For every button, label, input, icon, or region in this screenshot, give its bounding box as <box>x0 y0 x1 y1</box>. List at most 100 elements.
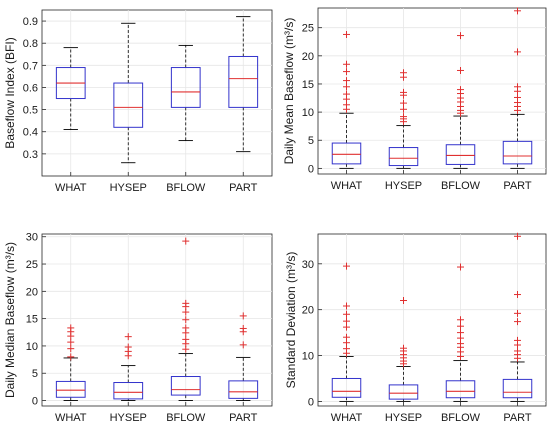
iqr-box <box>55 380 86 398</box>
outlier-marker <box>343 323 350 331</box>
box-hysep <box>113 333 144 401</box>
y-axis-ticks: 0 10 20 30 <box>302 259 322 408</box>
y-tick-label: 0 <box>308 163 314 175</box>
outlier-marker <box>239 312 247 320</box>
y-axis-ticks: 0.3 0.4 0.5 0.6 0.7 0.8 0.9 <box>23 16 46 161</box>
boxplots <box>55 237 259 401</box>
plot-area <box>317 7 547 175</box>
box-what <box>55 324 86 401</box>
panel-standard-deviation: 0 10 20 30 WHAT HYSEP BFLOW PART Standard Devi… <box>284 232 547 424</box>
y-tick-label: 30 <box>302 259 314 271</box>
iqr-box <box>445 144 476 165</box>
x-tick-label: BFLOW <box>166 412 206 424</box>
y-tick-label: 0.8 <box>23 38 38 50</box>
outlier-marker <box>457 329 464 337</box>
outlier-marker <box>67 324 75 332</box>
y-tick-label: 0.3 <box>23 149 38 161</box>
x-tick-label: PART <box>229 182 258 194</box>
iqr-box <box>388 384 419 400</box>
outlier-marker <box>343 262 350 270</box>
outlier-marker <box>67 338 75 346</box>
x-tick-label: PART <box>503 412 532 424</box>
outlier-marker <box>182 299 190 307</box>
iqr-box <box>445 380 476 399</box>
outlier-marker <box>514 347 521 355</box>
outlier-marker <box>239 324 247 332</box>
y-tick-label: 0.9 <box>23 16 38 28</box>
x-axis-ticks: WHAT HYSEP BFLOW PART <box>331 402 532 424</box>
outlier-marker <box>457 66 464 74</box>
outlier-marker <box>343 68 350 76</box>
x-tick-label: PART <box>503 180 532 192</box>
x-axis-ticks: WHAT HYSEP BFLOW PART <box>55 402 258 424</box>
y-tick-label: 25 <box>26 259 38 271</box>
y-tick-label: 15 <box>26 314 38 326</box>
plot-area <box>41 9 273 177</box>
outlier-marker <box>514 291 521 299</box>
x-tick-label: BFLOW <box>166 182 206 194</box>
y-axis-ticks: 0 5 10 15 20 25 30 <box>26 232 46 408</box>
outlier-marker <box>182 237 190 245</box>
box-hysep <box>388 297 419 402</box>
outlier-marker <box>514 318 521 326</box>
outlier-marker <box>457 32 464 40</box>
outlier-marker <box>343 302 350 310</box>
y-axis-label: Daily Mean Baseflow (m³/s) <box>282 18 296 165</box>
x-tick-label: HYSEP <box>385 412 422 424</box>
y-axis-label: Baseflow Index (BFI) <box>3 37 17 148</box>
iqr-box <box>113 382 144 400</box>
outlier-marker <box>457 263 464 271</box>
outlier-marker <box>514 83 521 91</box>
y-tick-label: 25 <box>302 23 314 35</box>
y-tick-label: 5 <box>308 135 314 147</box>
x-tick-label: HYSEP <box>110 182 147 194</box>
gridlines <box>42 10 272 176</box>
iqr-box <box>228 55 259 108</box>
plot-area <box>317 233 547 407</box>
iqr-box <box>113 82 144 128</box>
outlier-marker <box>457 86 464 94</box>
x-tick-label: HYSEP <box>385 180 422 192</box>
y-tick-label: 10 <box>26 341 38 353</box>
outlier-marker <box>343 317 350 325</box>
box-bflow <box>170 44 201 142</box>
box-hysep <box>388 69 419 169</box>
iqr-box <box>502 140 533 165</box>
y-tick-label: 0.7 <box>23 60 38 72</box>
outlier-marker <box>400 113 407 121</box>
box-what <box>331 262 362 402</box>
outlier-marker <box>400 344 407 352</box>
y-axis-ticks: 0 5 10 15 20 25 <box>302 23 322 175</box>
outlier-marker <box>67 345 75 353</box>
outlier-marker <box>182 316 190 324</box>
outlier-marker <box>400 88 407 96</box>
outlier-marker <box>343 333 350 341</box>
panel-daily-median-baseflow: 0 5 10 15 20 25 30 WHAT HYSEP BFLOW PART Daily Me… <box>3 232 273 424</box>
outlier-marker <box>457 316 464 324</box>
y-tick-label: 0.4 <box>23 127 38 139</box>
x-tick-label: WHAT <box>55 412 87 424</box>
y-tick-label: 0.6 <box>23 82 38 94</box>
iqr-box <box>388 147 419 167</box>
x-tick-label: BFLOW <box>441 412 481 424</box>
x-tick-label: BFLOW <box>441 180 481 192</box>
y-tick-label: 20 <box>26 286 38 298</box>
box-part <box>502 232 533 402</box>
outlier-marker <box>67 353 75 361</box>
outlier-marker <box>239 341 247 349</box>
iqr-box <box>228 380 259 399</box>
outlier-marker <box>400 69 407 77</box>
outlier-marker <box>343 77 350 85</box>
x-tick-label: HYSEP <box>110 412 147 424</box>
outlier-marker <box>343 83 350 91</box>
plot-area <box>41 233 273 407</box>
y-axis-label: Standard Deviation (m³/s) <box>284 252 298 389</box>
y-tick-label: 0 <box>32 396 38 408</box>
outlier-marker <box>400 99 407 107</box>
outlier-marker <box>182 335 190 343</box>
outlier-marker <box>124 333 132 341</box>
outlier-marker <box>514 7 521 15</box>
x-axis-ticks: WHAT HYSEP BFLOW PART <box>331 170 532 192</box>
outlier-marker <box>124 343 132 351</box>
y-tick-label: 20 <box>302 51 314 63</box>
